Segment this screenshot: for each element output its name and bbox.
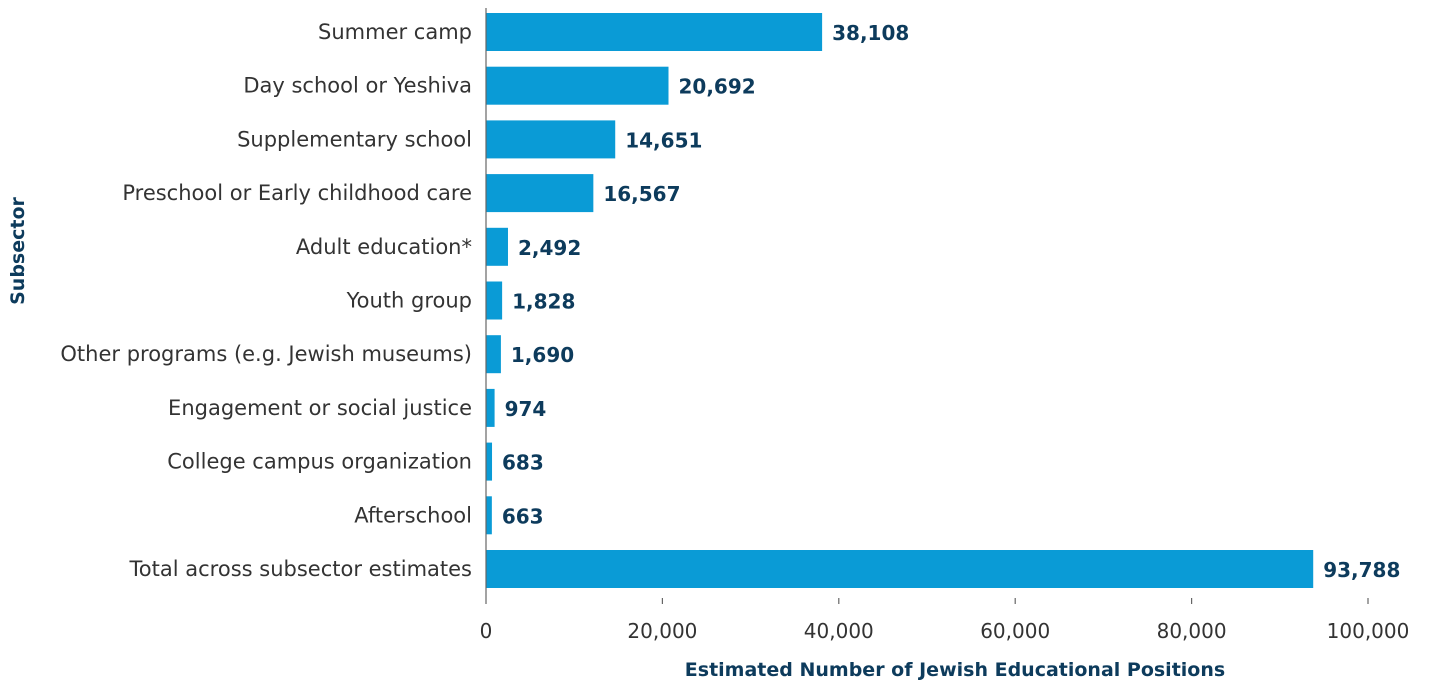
category-label: Adult education*	[296, 235, 472, 259]
x-tick-label: 100,000	[1327, 619, 1410, 643]
category-label: Summer camp	[318, 20, 472, 44]
category-label: Other programs (e.g. Jewish museums)	[60, 342, 472, 366]
data-label: 1,828	[512, 290, 575, 314]
value-labels: 38,108 20,692 14,651 16,567 2,492 1,828 1,690 9…	[502, 21, 1401, 582]
bar	[486, 550, 1314, 588]
bar	[486, 281, 503, 320]
category-label: Day school or Yeshiva	[243, 74, 472, 98]
data-label: 1,690	[511, 343, 574, 367]
category-label: Supplementary school	[237, 127, 472, 151]
category-labels: Summer camp Day school or Yeshiva Suppleme…	[60, 20, 472, 581]
bar	[486, 442, 493, 481]
data-label: 2,492	[518, 236, 581, 260]
x-axis-title: Estimated Number of Jewish Educational P…	[685, 659, 1225, 681]
category-label: Afterschool	[354, 503, 472, 527]
data-label: 38,108	[832, 21, 909, 45]
x-tick-label: 20,000	[627, 619, 697, 643]
data-label: 663	[502, 504, 544, 528]
data-label: 20,692	[679, 75, 756, 99]
bar	[486, 174, 594, 213]
category-label: College campus organization	[167, 450, 472, 474]
bar	[486, 335, 501, 374]
category-label: Total across subsector estimates	[129, 557, 472, 581]
category-label: Engagement or social justice	[168, 396, 472, 420]
x-tick-label: 40,000	[804, 619, 874, 643]
x-axis-ticks: 0 20,000 40,000 60,000 80,000 100,000	[480, 598, 1410, 643]
x-tick-label: 80,000	[1157, 619, 1227, 643]
x-tick-label: 0	[480, 619, 493, 643]
bar	[486, 227, 508, 266]
bar	[486, 66, 669, 105]
data-label: 14,651	[625, 128, 702, 152]
category-label: Youth group	[346, 289, 472, 313]
bar	[486, 13, 823, 51]
bar	[486, 496, 492, 535]
data-label: 16,567	[603, 182, 680, 206]
data-label: 93,788	[1323, 558, 1400, 582]
x-tick-label: 60,000	[980, 619, 1050, 643]
bars-layer	[486, 13, 1314, 588]
data-label: 974	[505, 397, 547, 421]
bar	[486, 388, 495, 427]
bar	[486, 120, 616, 159]
category-label: Preschool or Early childhood care	[122, 181, 472, 205]
y-axis-title: Subsector	[7, 196, 29, 304]
data-label: 683	[502, 451, 544, 475]
